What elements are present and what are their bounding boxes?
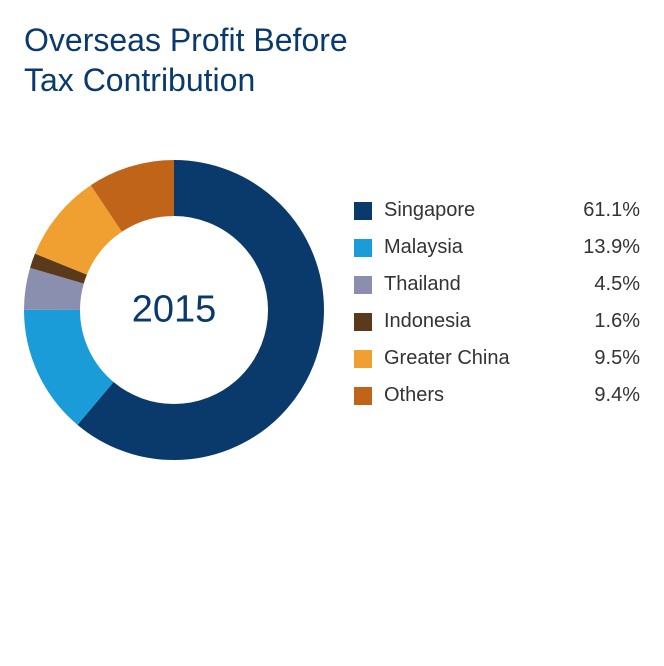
donut-chart: 2015 <box>24 160 324 460</box>
legend-swatch <box>354 313 372 331</box>
legend-swatch <box>354 276 372 294</box>
legend-swatch <box>354 350 372 368</box>
legend-value: 1.6% <box>570 310 640 333</box>
legend-value: 9.4% <box>570 384 640 407</box>
legend-label: Others <box>384 384 570 407</box>
title-line-1: Overseas Profit Before <box>24 22 348 58</box>
legend-swatch <box>354 202 372 220</box>
legend-row-1: Malaysia13.9% <box>354 236 640 259</box>
legend-value: 13.9% <box>570 236 640 259</box>
legend-row-0: Singapore61.1% <box>354 199 640 222</box>
legend-row-2: Thailand4.5% <box>354 273 640 296</box>
legend-row-3: Indonesia1.6% <box>354 310 640 333</box>
chart-content: 2015 Singapore61.1%Malaysia13.9%Thailand… <box>24 160 640 460</box>
legend-label: Indonesia <box>384 310 570 333</box>
legend-row-4: Greater China9.5% <box>354 347 640 370</box>
legend-value: 4.5% <box>570 273 640 296</box>
donut-center-label: 2015 <box>132 289 217 332</box>
legend-label: Greater China <box>384 347 570 370</box>
legend-swatch <box>354 387 372 405</box>
legend-value: 9.5% <box>570 347 640 370</box>
title-line-2: Tax Contribution <box>24 62 255 98</box>
legend-row-5: Others9.4% <box>354 384 640 407</box>
legend-label: Thailand <box>384 273 570 296</box>
legend: Singapore61.1%Malaysia13.9%Thailand4.5%I… <box>354 199 640 421</box>
legend-swatch <box>354 239 372 257</box>
legend-label: Singapore <box>384 199 570 222</box>
legend-value: 61.1% <box>570 199 640 222</box>
legend-label: Malaysia <box>384 236 570 259</box>
chart-title: Overseas Profit Before Tax Contribution <box>24 20 640 100</box>
